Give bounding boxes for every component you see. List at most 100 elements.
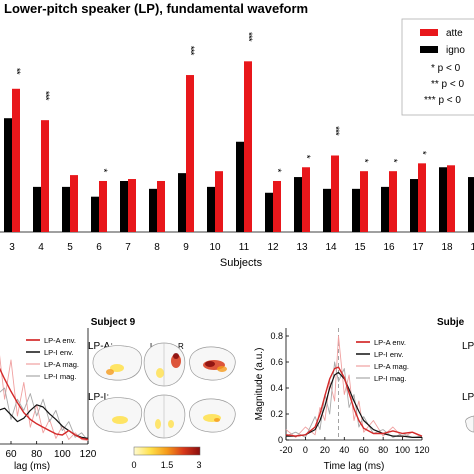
legend-label-attended: atte bbox=[446, 28, 463, 39]
right-plot-xlabel: Time lag (ms) bbox=[324, 461, 385, 472]
subject9-xlabel: lag (ms) bbox=[14, 461, 50, 472]
subject9-legend: LP-A env. LP-I env. LP-A mag. LP-I mag. bbox=[26, 336, 79, 381]
bar-tick-label-8: 8 bbox=[154, 242, 160, 253]
right-plot-ylabel: Magnitude (a.u.) bbox=[254, 348, 265, 421]
brain-hemi-right: R bbox=[178, 342, 184, 351]
bar-attended-7 bbox=[128, 179, 136, 232]
right-plot-y-tick-label-1: 0.2 bbox=[270, 409, 283, 419]
bar-sig-label-12: * bbox=[272, 169, 283, 173]
right-panel-label-i: LP- bbox=[462, 392, 474, 403]
bar-sig-label-4: *** bbox=[40, 91, 51, 101]
subject9-line-lp-i-mag bbox=[0, 387, 89, 441]
bar-sig-label-6: * bbox=[98, 169, 109, 173]
bar-ignored-8 bbox=[149, 188, 157, 232]
right-plot-x-tick-label-1: 0 bbox=[303, 445, 308, 455]
right-plot-y-tick-label-2: 0.4 bbox=[270, 383, 283, 393]
bar-attended-15 bbox=[360, 171, 368, 232]
bar-ignored-18 bbox=[439, 167, 447, 232]
bar-ignored-4 bbox=[33, 186, 41, 232]
bar-ignored-11 bbox=[236, 141, 244, 232]
bar-ignored-5 bbox=[62, 186, 70, 232]
brain-lp-a-row bbox=[92, 342, 236, 387]
bar-tick-label-3: 3 bbox=[9, 242, 15, 253]
bar-sig-label-11: *** bbox=[243, 32, 254, 42]
bar-attended-12 bbox=[273, 180, 281, 232]
bar-sig-label-14: *** bbox=[330, 126, 341, 136]
bar-sig-label-3: ** bbox=[11, 68, 22, 75]
bar-tick-label-15: 15 bbox=[354, 242, 366, 253]
bar-ignored-9 bbox=[178, 173, 186, 232]
bar-ignored-15 bbox=[352, 188, 360, 232]
bar-chart-bars bbox=[4, 61, 474, 233]
bar-sig-label-16: * bbox=[388, 159, 399, 163]
right-plot-legend: LP-A env. LP-I env. LP-A mag. LP-I mag. bbox=[356, 338, 409, 383]
right-plot-legend-label-1: LP-I env. bbox=[374, 350, 403, 359]
legend-sig-note-3: *** p < 0 bbox=[424, 95, 461, 106]
colorbar-tick-0: 0 bbox=[131, 460, 136, 470]
subject9-lines bbox=[0, 354, 89, 442]
subject9-legend-label-2: LP-A mag. bbox=[44, 360, 79, 369]
brain-lp-i-top-view bbox=[143, 394, 186, 439]
right-plot-x-tick-label-6: 100 bbox=[395, 445, 410, 455]
right-plot-y-tick-label-4: 0.8 bbox=[270, 331, 283, 341]
right-plot-legend-label-0: LP-A env. bbox=[374, 338, 406, 347]
bar-attended-14 bbox=[331, 155, 339, 232]
subject9-line-lp-a-mag bbox=[0, 354, 89, 442]
legend-swatch-attended bbox=[420, 29, 438, 36]
bar-tick-label-7: 7 bbox=[125, 242, 131, 253]
legend-sig-note-2: ** p < 0 bbox=[431, 79, 465, 90]
subject9-tick-labels: 60 80 100 120 bbox=[5, 441, 97, 460]
bar-attended-9 bbox=[186, 75, 194, 232]
right-plot-x-tick-label-2: 20 bbox=[320, 445, 330, 455]
bar-tick-label-5: 5 bbox=[67, 242, 73, 253]
right-plot-x-tick-label-3: 40 bbox=[339, 445, 349, 455]
bar-tick-label-6: 6 bbox=[96, 242, 102, 253]
bar-attended-3 bbox=[12, 88, 20, 233]
bar-tick-label-19: 19 bbox=[470, 242, 474, 253]
bar-chart-significance-labels: *********************** bbox=[11, 32, 428, 173]
bar-attended-11 bbox=[244, 61, 252, 232]
right-plot-legend-label-2: LP-A mag. bbox=[374, 362, 409, 371]
colorbar-tick-1: 1.5 bbox=[161, 460, 174, 470]
bar-ignored-10 bbox=[207, 186, 215, 232]
legend-sig-note-1: * p < 0 bbox=[431, 63, 461, 74]
subject9-tick-label-0: 60 bbox=[5, 449, 17, 460]
bar-tick-label-4: 4 bbox=[38, 242, 44, 253]
bar-sig-label-17: * bbox=[417, 151, 428, 155]
right-plot-legend-label-3: LP-I mag. bbox=[374, 374, 407, 383]
bar-chart-xlabel: Subjects bbox=[220, 257, 263, 269]
subject9-legend-label-1: LP-I env. bbox=[44, 348, 73, 357]
right-plot-x-tick-label-4: 60 bbox=[359, 445, 369, 455]
bar-tick-label-11: 11 bbox=[239, 242, 250, 253]
subject9-tick-label-3: 120 bbox=[80, 449, 97, 460]
bar-attended-18 bbox=[447, 165, 455, 232]
bar-attended-10 bbox=[215, 171, 223, 232]
bar-ignored-19 bbox=[468, 177, 474, 232]
bar-attended-6 bbox=[99, 180, 107, 232]
brain-label-lp-i: LP-I: bbox=[88, 392, 109, 403]
bar-attended-8 bbox=[157, 180, 165, 232]
bar-ignored-14 bbox=[323, 188, 331, 232]
bar-sig-label-13: * bbox=[301, 155, 312, 159]
right-plot-line-lp-a-env bbox=[285, 366, 423, 437]
bar-tick-label-16: 16 bbox=[383, 242, 395, 253]
subject9-line-lp-a-env bbox=[0, 367, 89, 441]
bar-sig-label-9: *** bbox=[185, 46, 196, 56]
bar-tick-label-10: 10 bbox=[209, 242, 221, 253]
brain-lp-i-row bbox=[92, 394, 236, 439]
right-plot-x-tick-label-5: 80 bbox=[378, 445, 388, 455]
bar-attended-13 bbox=[302, 167, 310, 232]
bar-attended-17 bbox=[418, 163, 426, 232]
bar-chart-title: Lower-pitch speaker (LP), fundamental wa… bbox=[4, 1, 308, 16]
bar-tick-label-9: 9 bbox=[183, 242, 189, 253]
bar-tick-label-14: 14 bbox=[325, 242, 337, 253]
bar-chart-legend: atte igno * p < 0 ** p < 0 *** p < 0 bbox=[401, 18, 474, 116]
subject9-title: Subject 9 bbox=[91, 317, 136, 328]
right-plot-axes bbox=[285, 328, 422, 441]
right-plot-y-tick-label-3: 0.6 bbox=[270, 357, 283, 367]
subject9-axes bbox=[0, 328, 89, 445]
bar-ignored-17 bbox=[410, 179, 418, 232]
bar-chart-tick-labels: 3 4 5 6 7 8 9 10 11 12 13 14 15 16 17 18 19 bbox=[9, 242, 474, 253]
